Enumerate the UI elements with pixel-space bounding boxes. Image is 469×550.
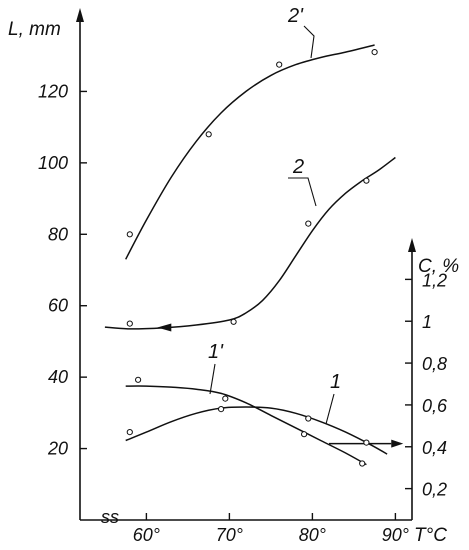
series-label-1: 1 [330,371,341,393]
data-point-2 [305,220,312,227]
y-left-tick-label: 80 [48,224,68,244]
data-point-2prime [126,231,133,238]
y-right-tick-label: 0,6 [422,396,448,416]
data-point-1 [218,406,225,413]
y-left-tick-label: 100 [38,153,68,173]
series-line-2 [104,156,396,330]
data-point-2 [363,177,370,184]
y-left-tick-label: 60 [48,296,68,316]
x-tick-label: 70° [216,525,243,545]
y-axis-right-ticks: 0,2 0,4 0,6 0,8 1 1,2 [405,270,448,500]
arrow-to-left-axis-2 [157,323,172,332]
data-point-1prime [359,460,366,467]
data-point-1prime [301,431,308,438]
x-tick-label: 90° [382,525,409,545]
y-axis-left-title: L, mm [8,19,61,40]
y-right-tick-label: 1,2 [422,270,447,290]
y-left-tick-label: 120 [38,81,68,101]
series-label-2: 2 [292,156,304,178]
x-axis-title: T°C [414,525,447,546]
y-left-tick-label: 20 [47,439,68,459]
x-tick-label: 60° [133,525,160,545]
data-point-2prime [276,61,283,68]
series-label-2prime: 2' [287,5,304,27]
y-axis-left-arrow [76,8,84,22]
data-point-1 [126,429,133,436]
leader-line-2prime [303,25,315,59]
x-axis-ticks: 60° 70° 80° 90° [133,513,409,545]
leader-line-2 [288,177,317,207]
arrow-to-right-axis-1 [391,439,404,448]
x-axis-break-mark: ss [101,507,119,527]
leader-line-1 [325,393,335,425]
x-tick-label: 80° [299,525,326,545]
y-right-tick-label: 1 [422,312,432,332]
data-point-2prime [371,49,378,56]
series-line-1 [125,406,388,455]
y-right-tick-label: 0,4 [422,438,447,458]
data-point-1 [363,439,370,446]
y-axis-right-title: C, % [418,256,459,277]
data-point-2prime [205,131,212,138]
data-point-1 [305,415,312,422]
data-point-1prime [222,395,229,402]
y-axis-right-arrow [408,238,416,252]
y-left-tick-label: 40 [48,367,68,387]
y-axis-left-ticks: 20 40 60 80 100 120 [38,81,87,459]
series-label-1prime: 1' [208,341,224,363]
leader-line-1prime [209,363,216,395]
data-point-2 [126,320,133,327]
y-right-tick-label: 0,8 [422,354,447,374]
series-curves [104,44,404,466]
series-points [126,49,378,467]
data-point-2 [230,318,237,325]
y-right-tick-label: 0,2 [422,480,447,500]
series-line-1prime [125,385,367,466]
series-line-2prime [125,44,375,260]
data-point-1prime [135,376,142,383]
